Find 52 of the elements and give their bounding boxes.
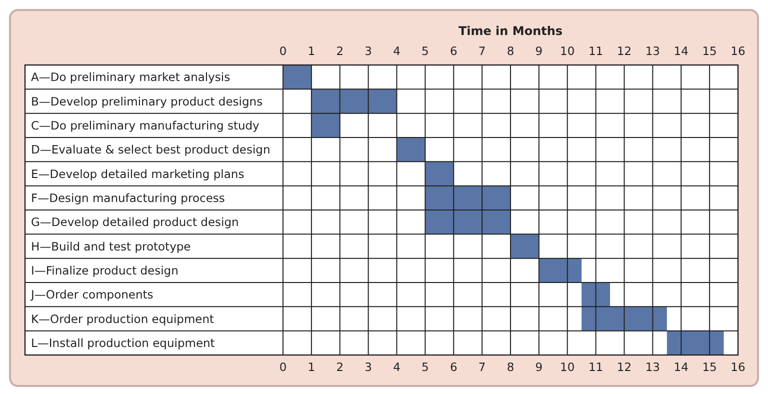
x-tick-label: 13 [645, 360, 660, 374]
y-tick-label: L—Install production equipment [31, 336, 216, 350]
x-axis-title: Time in Months [458, 24, 563, 38]
y-tick-label: F—Design manufacturing process [31, 190, 225, 205]
x2-tick-label: 7 [478, 44, 486, 58]
x-tick-label: 12 [616, 360, 632, 374]
x-tick-label: 4 [393, 360, 400, 374]
x2-tick-label: 5 [422, 44, 429, 58]
y-tick-label: K—Order production equipment [31, 312, 215, 326]
x-tick-label: 16 [730, 360, 746, 374]
x2-tick-label: 13 [645, 44, 660, 58]
y-tick-label: D—Evaluate & select best product design [31, 142, 270, 157]
x-tick-label: 8 [506, 360, 514, 374]
x2-tick-label: 14 [674, 44, 688, 58]
x-tick-label: 2 [336, 360, 344, 374]
y-tick-label: G—Develop detailed product design [31, 215, 239, 230]
y-tick-label: C—Do preliminary manufacturing study [31, 118, 260, 132]
x2-tick-label: 6 [450, 44, 458, 58]
x-tick-label: 7 [478, 360, 486, 374]
y-tick-label: B—Develop preliminary product designs [31, 94, 263, 108]
x-tick-label: 5 [422, 360, 429, 374]
x-tick-label: 15 [702, 360, 717, 374]
y-tick-label: E—Develop detailed marketing plans [31, 166, 244, 181]
bar [396, 138, 426, 162]
x-tick-label: 1 [308, 360, 316, 374]
x-tick-label: 11 [588, 360, 604, 374]
bar [510, 234, 539, 258]
x-tick-label: 9 [535, 360, 543, 374]
x2-tick-label: 8 [506, 44, 514, 58]
x-tick-label: 3 [364, 360, 372, 374]
x2-tick-label: 2 [336, 44, 344, 58]
x2-tick-label: 15 [702, 44, 717, 58]
x2-tick-label: 12 [616, 44, 632, 58]
x2-tick-label: 0 [279, 44, 287, 58]
y-tick-label: I—Finalize product design [31, 263, 178, 278]
y-tick-label: J—Order components [30, 288, 154, 302]
x2-tick-label: 1 [308, 44, 316, 58]
x-tick-label: 6 [450, 360, 458, 374]
x2-tick-label: 4 [393, 44, 400, 58]
x2-tick-label: 11 [588, 44, 604, 58]
y-tick-label: H—Build and test prototype [31, 239, 191, 254]
x-tick-label: 14 [674, 360, 688, 374]
bar [538, 258, 582, 282]
bar [283, 65, 312, 90]
x2-tick-label: 10 [560, 44, 575, 58]
bar [666, 330, 724, 355]
x-tick-label: 10 [560, 360, 575, 374]
x2-tick-label: 3 [364, 44, 372, 58]
y-tick-label: A—Do preliminary market analysis [31, 70, 230, 84]
x-tick-label: 0 [279, 360, 287, 374]
x2-tick-label: 9 [535, 44, 543, 58]
x2-tick-label: 16 [730, 44, 746, 58]
